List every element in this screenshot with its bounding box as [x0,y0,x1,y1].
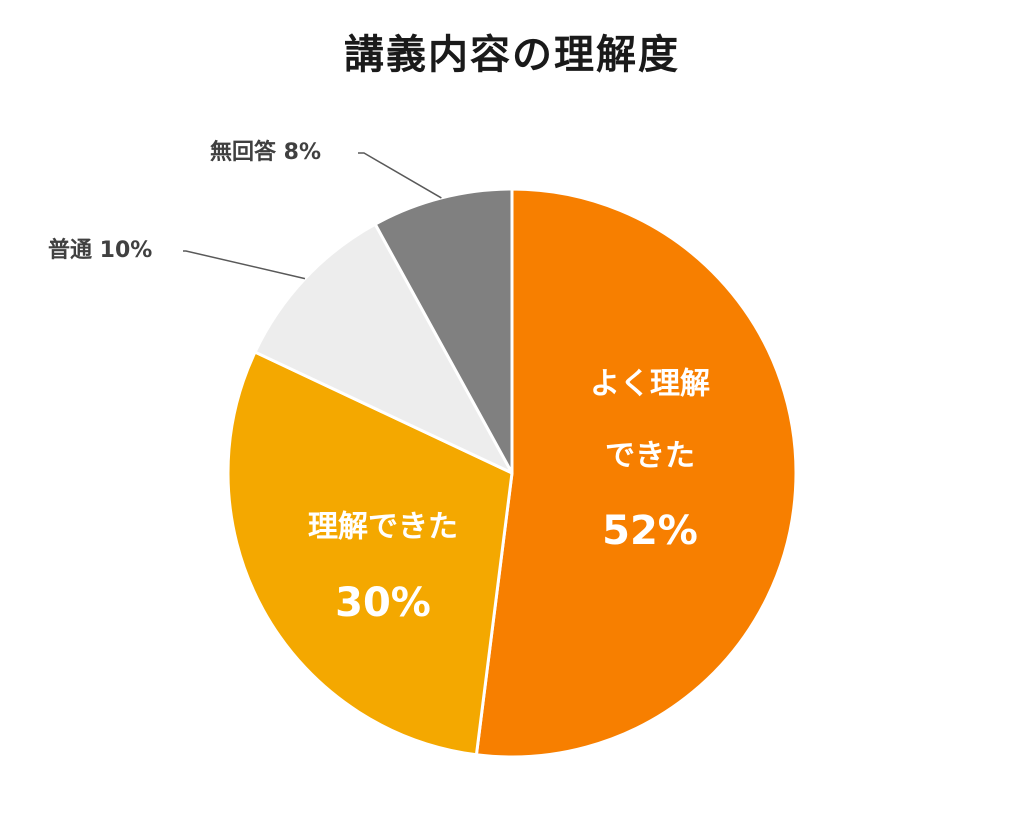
pie-slice-0 [474,187,798,759]
chart-title: 講義内容の理解度 [344,32,680,78]
leader-line-3 [358,152,442,199]
pie-slice-2 [253,222,514,475]
pie-slice-1 [226,350,514,757]
slice-outer-label-2: 普通 10% [48,237,152,263]
leader-line-2 [183,250,306,280]
slice-outer-label-3: 無回答 8% [210,139,321,165]
pie-slice-3 [373,187,514,475]
slice-label-1-line-0: 理解できた [308,510,458,545]
slice-label-0-line-1: できた [605,439,695,474]
slice-label-0-line-0: よく理解 [590,367,710,402]
slice-percent-1: 30% [335,580,431,626]
slice-percent-0: 52% [602,508,698,554]
